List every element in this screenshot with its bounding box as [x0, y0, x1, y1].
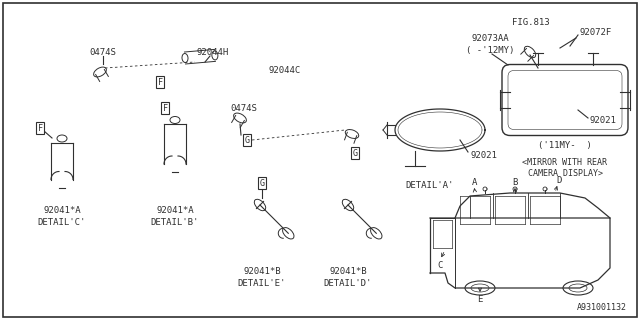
Text: G: G	[244, 135, 250, 145]
Ellipse shape	[465, 281, 495, 295]
Text: 92044H: 92044H	[197, 47, 229, 57]
FancyBboxPatch shape	[508, 70, 622, 130]
Text: C: C	[437, 260, 443, 269]
Text: D: D	[556, 175, 562, 185]
Text: 92044C: 92044C	[268, 66, 300, 75]
Text: 92021: 92021	[470, 150, 497, 159]
Ellipse shape	[93, 67, 106, 77]
Ellipse shape	[170, 116, 180, 124]
Text: A931001132: A931001132	[577, 303, 627, 312]
Text: E: E	[477, 294, 483, 303]
Text: G: G	[259, 179, 264, 188]
Ellipse shape	[346, 130, 358, 139]
Ellipse shape	[524, 46, 536, 58]
Ellipse shape	[57, 135, 67, 142]
Text: 92073AA: 92073AA	[471, 34, 509, 43]
Ellipse shape	[234, 113, 246, 123]
Text: G: G	[353, 148, 358, 157]
Text: 92021: 92021	[590, 116, 617, 124]
Ellipse shape	[212, 51, 218, 60]
Ellipse shape	[563, 281, 593, 295]
Ellipse shape	[471, 284, 489, 292]
Text: DETAIL'E': DETAIL'E'	[238, 279, 286, 289]
Text: 92041*B: 92041*B	[329, 268, 367, 276]
Ellipse shape	[569, 284, 587, 292]
Text: CAMERA DISPLAY>: CAMERA DISPLAY>	[527, 169, 602, 178]
Text: F: F	[157, 77, 163, 86]
Text: 0474S: 0474S	[90, 47, 116, 57]
Text: DETAIL'C': DETAIL'C'	[38, 218, 86, 227]
Ellipse shape	[283, 228, 294, 239]
Text: ('11MY-  ): ('11MY- )	[538, 140, 592, 149]
Ellipse shape	[254, 199, 266, 211]
Text: 92072F: 92072F	[580, 28, 612, 36]
Text: FIG.813: FIG.813	[512, 18, 550, 27]
Text: DETAIL'B': DETAIL'B'	[151, 218, 199, 227]
Text: 92041*B: 92041*B	[243, 268, 281, 276]
Text: 92041*A: 92041*A	[156, 205, 194, 214]
Text: B: B	[512, 178, 518, 187]
FancyBboxPatch shape	[502, 65, 628, 135]
Text: <MIRROR WITH REAR: <MIRROR WITH REAR	[522, 157, 607, 166]
Text: A: A	[472, 178, 477, 187]
Text: 92041*A: 92041*A	[43, 205, 81, 214]
Ellipse shape	[342, 199, 354, 211]
Ellipse shape	[371, 228, 382, 239]
Text: ( -'12MY): ( -'12MY)	[466, 45, 514, 54]
Text: DETAIL'D': DETAIL'D'	[324, 279, 372, 289]
Text: DETAIL'A': DETAIL'A'	[406, 180, 454, 189]
Text: 0474S: 0474S	[230, 103, 257, 113]
Ellipse shape	[182, 53, 188, 62]
Text: F: F	[163, 103, 168, 113]
Text: F: F	[38, 124, 42, 132]
